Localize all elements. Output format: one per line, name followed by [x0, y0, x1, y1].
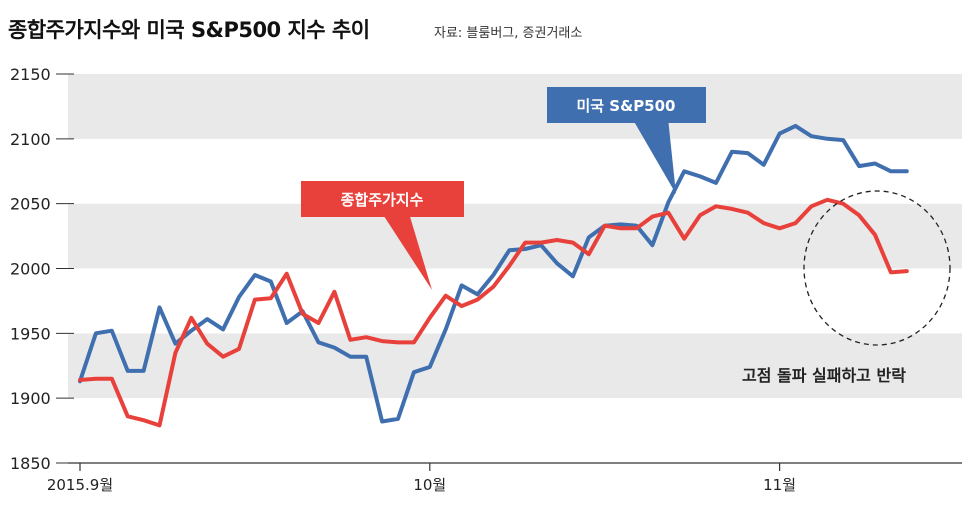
- x-tick-label: 11월: [763, 476, 796, 494]
- y-tick-label: 2100: [10, 130, 51, 149]
- sp500-series-line: [78, 123, 909, 424]
- x-tick-label: 10월: [413, 476, 446, 494]
- y-tick-label: 2000: [10, 260, 51, 279]
- sp500-callout-box: [547, 87, 706, 123]
- x-tick-label: 2015.9월: [47, 476, 113, 494]
- kospi-callout-pointer: [380, 210, 432, 290]
- highlight-circle: [803, 190, 951, 346]
- grid-band: [68, 398, 962, 463]
- y-tick-label: 2150: [10, 65, 51, 84]
- chart-title: 종합주가지수와 미국 S&P500 지수 추이: [8, 18, 370, 42]
- grid-band: [68, 138, 962, 204]
- kospi-callout-label: 종합주가지수: [341, 191, 424, 209]
- y-tick-label: 1950: [10, 324, 51, 343]
- kospi-callout-box: [301, 181, 464, 217]
- sp500-callout-pointer: [632, 118, 676, 194]
- y-tick-label: 1900: [10, 389, 51, 408]
- grid-band: [68, 268, 962, 334]
- y-tick-label: 1850: [10, 454, 51, 473]
- source-note: 자료: 블룸버그, 증권거래소: [434, 26, 583, 41]
- grid-band: [68, 333, 962, 399]
- y-tick-label: 2050: [10, 195, 51, 214]
- sp500-callout-label: 미국 S&P500: [576, 97, 675, 115]
- grid-band: [68, 74, 962, 139]
- kospi-series-line: [78, 197, 909, 428]
- annotation-text: 고점 돌파 실패하고 반락: [742, 366, 906, 385]
